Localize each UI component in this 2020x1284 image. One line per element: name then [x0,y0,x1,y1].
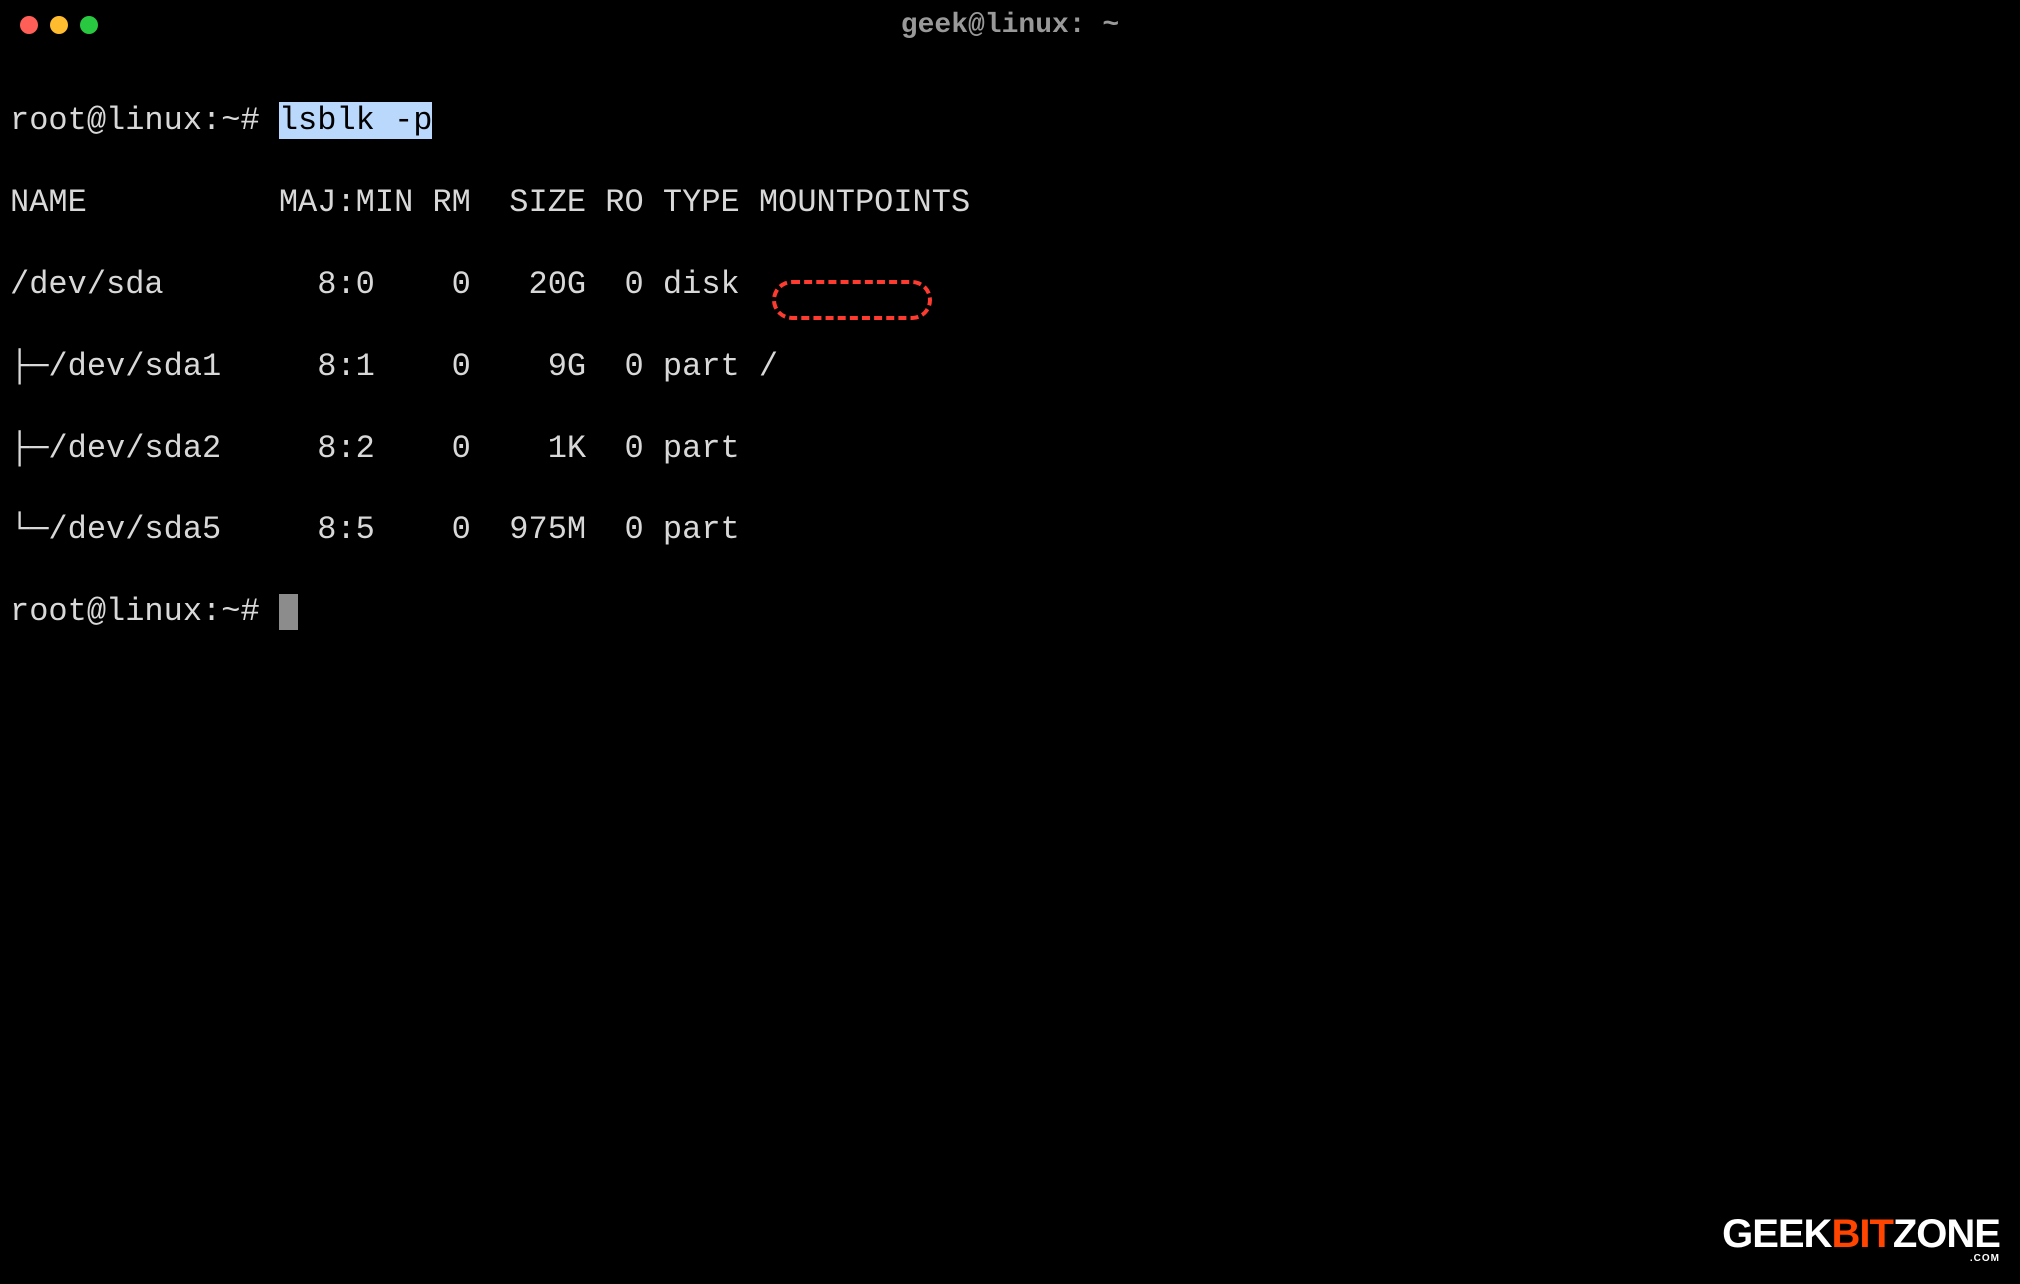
table-row: ├─/dev/sda2 8:2 0 1K 0 part [10,429,2010,470]
table-row: └─/dev/sda5 8:5 0 975M 0 part [10,510,2010,551]
table-row: ├─/dev/sda1 8:1 0 9G 0 part / [10,347,2010,388]
cursor [279,594,298,630]
prompt: root@linux:~# [10,102,279,139]
maximize-button[interactable] [80,16,98,34]
watermark-bit: BIT [1831,1212,1892,1256]
terminal-output[interactable]: root@linux:~# lsblk -p NAME MAJ:MIN RM S… [0,50,2020,684]
traffic-lights [20,16,98,34]
window-title: geek@linux: ~ [901,10,1119,41]
prompt: root@linux:~# [10,593,279,630]
minimize-button[interactable] [50,16,68,34]
watermark-geek: GEEK [1722,1212,1831,1256]
watermark-zone: ZONE [1893,1212,2000,1256]
table-row: /dev/sda 8:0 0 20G 0 disk [10,265,2010,306]
close-button[interactable] [20,16,38,34]
window-titlebar: geek@linux: ~ [0,0,2020,50]
command-highlighted: lsblk -p [279,102,433,139]
watermark-logo: GEEKBITZONE .COM [1722,1212,2000,1264]
table-header: NAME MAJ:MIN RM SIZE RO TYPE MOUNTPOINTS [10,183,2010,224]
prompt-line: root@linux:~# [10,592,2010,633]
command-line: root@linux:~# lsblk -p [10,101,2010,142]
